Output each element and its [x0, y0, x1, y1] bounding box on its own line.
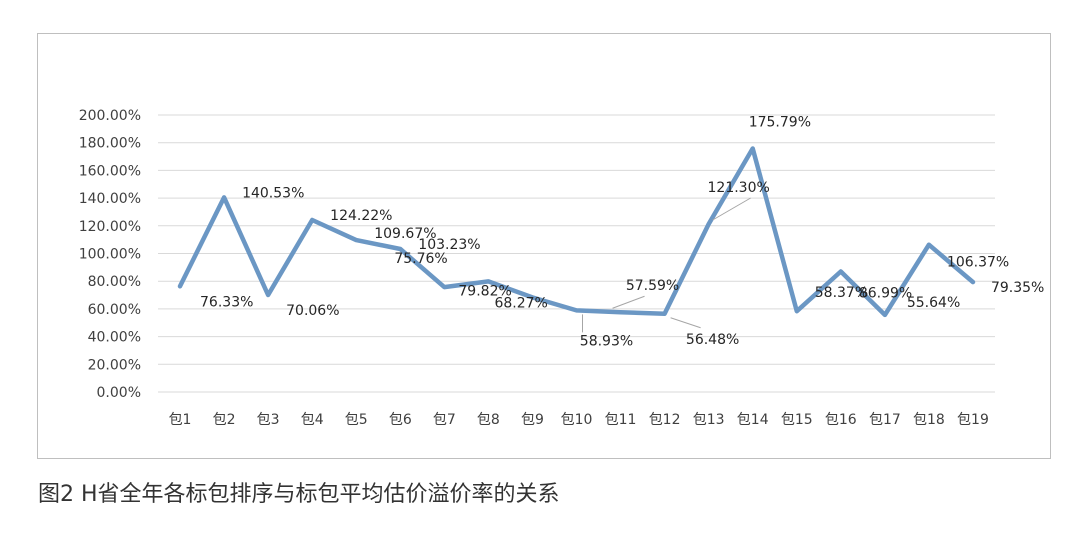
y-tick-label: 120.00%	[79, 219, 141, 235]
chart-area	[37, 33, 1051, 459]
data-label: 140.53%	[242, 185, 304, 201]
data-label: 68.27%	[494, 295, 547, 311]
data-label: 56.48%	[686, 332, 739, 348]
data-label: 58.37%	[815, 285, 868, 301]
x-tick-label: 包14	[737, 412, 769, 428]
x-tick-label: 包3	[257, 412, 280, 428]
x-tick-label: 包6	[389, 412, 412, 428]
data-label: 109.67%	[374, 226, 436, 242]
x-tick-label: 包16	[825, 412, 857, 428]
x-tick-label: 包18	[913, 412, 945, 428]
x-tick-label: 包10	[561, 412, 593, 428]
data-label: 103.23%	[418, 237, 480, 253]
x-tick-label: 包1	[169, 412, 192, 428]
y-tick-label: 140.00%	[79, 191, 141, 207]
data-label: 79.82%	[458, 283, 511, 299]
data-label: 57.59%	[626, 278, 679, 294]
x-tick-label: 包19	[957, 412, 989, 428]
x-tick-label: 包17	[869, 412, 901, 428]
x-tick-label: 包4	[301, 412, 324, 428]
y-tick-label: 160.00%	[79, 163, 141, 179]
y-tick-label: 0.00%	[97, 385, 141, 401]
x-tick-label: 包11	[605, 412, 637, 428]
data-label: 76.33%	[200, 294, 253, 310]
x-tick-label: 包15	[781, 412, 813, 428]
data-label: 55.64%	[907, 295, 960, 311]
y-tick-label: 80.00%	[88, 274, 141, 290]
data-label: 124.22%	[330, 208, 392, 224]
data-label: 121.30%	[708, 180, 770, 196]
y-tick-label: 200.00%	[79, 108, 141, 124]
series-line	[177, 146, 976, 318]
x-tick-label: 包5	[345, 412, 368, 428]
figure-caption: 图2 H省全年各标包排序与标包平均估价溢价率的关系	[38, 482, 560, 507]
x-tick-label: 包9	[521, 412, 544, 428]
x-tick-label: 包8	[477, 412, 500, 428]
data-label: 175.79%	[749, 115, 811, 131]
y-tick-label: 20.00%	[88, 357, 141, 373]
x-tick-label: 包7	[433, 412, 456, 428]
label-leader-line	[612, 295, 645, 309]
data-label: 58.93%	[580, 333, 633, 349]
data-label: 75.76%	[394, 251, 447, 267]
y-tick-label: 40.00%	[88, 330, 141, 346]
x-tick-label: 包12	[649, 412, 681, 428]
x-tick-label: 包2	[213, 412, 236, 428]
y-tick-label: 100.00%	[79, 247, 141, 263]
label-leader-line	[712, 197, 751, 221]
label-leader-line	[670, 317, 701, 329]
data-label: 106.37%	[947, 255, 1009, 271]
data-label: 86.99%	[859, 286, 912, 302]
data-label: 70.06%	[286, 303, 339, 319]
x-tick-label: 包13	[693, 412, 725, 428]
y-tick-label: 180.00%	[79, 136, 141, 152]
line-chart: 0.00% 20.00% 40.00% 60.00% 80.00% 100.00% 120.…	[79, 108, 1045, 428]
data-label: 79.35%	[991, 280, 1044, 296]
y-tick-label: 60.00%	[88, 302, 141, 318]
